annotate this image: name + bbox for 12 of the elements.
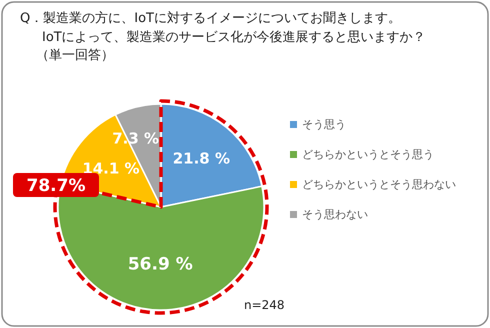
legend-label: そう思う (302, 118, 346, 131)
text: n=248 (244, 298, 285, 312)
legend-label: そう思わない (302, 208, 368, 221)
data-label: 21.8 % (172, 150, 230, 168)
legend-label: どちらかというとそう思う (302, 148, 434, 161)
data-label: 14.1 % (82, 159, 140, 178)
chart-subtitle: IoTによって、製造業のサービス化が今後進展すると思いますか？ (42, 30, 426, 45)
chart-title: Q．製造業の方に、IoTに対するイメージについてお聞きします。 (20, 10, 401, 26)
text: 78.7% (26, 176, 86, 196)
text: （単一回答） (36, 48, 114, 63)
legend-label: どちらかというとそう思わない (302, 178, 456, 191)
data-label: 56.9 % (128, 254, 193, 275)
